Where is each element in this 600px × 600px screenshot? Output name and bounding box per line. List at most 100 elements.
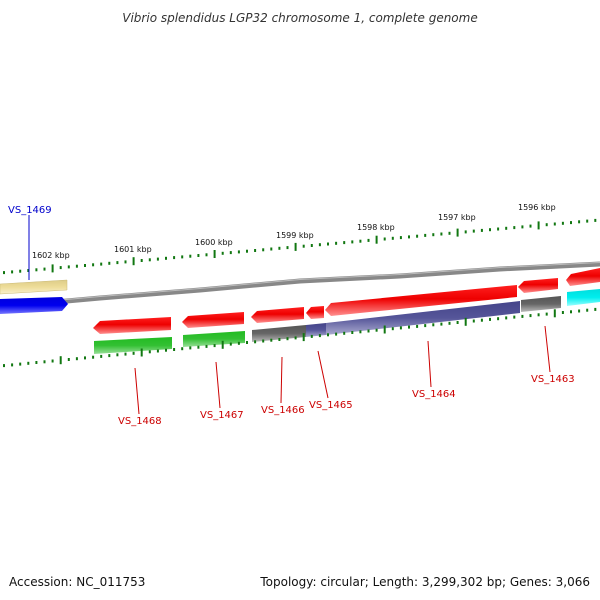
gene-label-vs-1463[interactable]: VS_1463 <box>531 374 575 385</box>
inner-ruler-minor-tick <box>92 355 95 359</box>
inner-ruler-major-tick <box>383 325 386 334</box>
accession-text: Accession: NC_011753 <box>9 575 146 589</box>
inner-ruler-minor-tick <box>318 334 321 338</box>
inner-ruler-major-tick <box>221 340 224 349</box>
gene-label-vs-1469[interactable]: VS_1469 <box>8 205 52 216</box>
inner-ruler-minor-tick <box>156 349 159 353</box>
feature-vs-1467 <box>183 331 245 347</box>
outer-ruler-minor-tick <box>19 269 22 273</box>
ruler-label-1598: 1598 kbp <box>357 223 395 232</box>
inner-ruler-major-tick <box>553 309 556 318</box>
inner-ruler-minor-tick <box>561 311 564 314</box>
outer-ruler-minor-tick <box>278 246 281 250</box>
gene-vs-1469-cds[interactable] <box>0 297 68 314</box>
outer-ruler-minor-tick <box>424 233 427 237</box>
inner-ruler-minor-tick <box>343 331 346 335</box>
outer-ruler-minor-tick <box>521 225 524 229</box>
inner-ruler-minor-tick <box>570 310 572 314</box>
outer-ruler-minor-tick <box>140 259 143 262</box>
gene-vs-1468[interactable] <box>93 317 171 334</box>
inner-ruler-minor-tick <box>84 356 86 360</box>
gene-vs-1464[interactable] <box>325 285 517 316</box>
inner-ruler-minor-tick <box>229 342 232 346</box>
inner-ruler-minor-tick <box>173 348 176 351</box>
outer-ruler-minor-tick <box>472 229 475 233</box>
outer-ruler-minor-tick <box>335 241 338 245</box>
gene-vs-1462[interactable] <box>566 268 600 286</box>
inner-ruler-minor-tick <box>205 344 208 348</box>
outer-ruler-minor-tick <box>148 258 151 262</box>
outer-ruler-minor-tick <box>416 234 419 238</box>
ruler-label-1596: 1596 kbp <box>518 203 556 212</box>
inner-ruler-minor-tick <box>586 308 589 312</box>
gene-label-vs-1464[interactable]: VS_1464 <box>412 389 456 400</box>
inner-ruler-minor-tick <box>3 364 5 368</box>
inner-ruler-minor-tick <box>181 347 184 351</box>
backbone-track <box>0 261 600 310</box>
map-title: Vibrio splendidus LGP32 chromosome 1, co… <box>122 11 478 25</box>
inner-ruler-minor-tick <box>472 319 475 323</box>
outer-ruler-minor-tick <box>286 246 289 250</box>
outer-ruler-minor-tick <box>156 257 159 261</box>
gene-label-vs-1466[interactable]: VS_1466 <box>261 405 305 416</box>
outer-ruler-minor-tick <box>181 255 184 259</box>
outer-ruler-minor-tick <box>116 261 119 265</box>
inner-ruler-minor-tick <box>529 314 532 318</box>
inner-ruler-minor-tick <box>262 339 265 343</box>
outer-ruler-minor-tick <box>343 241 346 245</box>
gene-label-vs-1468[interactable]: VS_1468 <box>118 416 162 427</box>
outer-ruler-minor-tick <box>92 263 95 267</box>
gene-labels: VS_1469 VS_1468 VS_1467 VS_1466 VS_1465 … <box>8 205 575 427</box>
inner-ruler-minor-tick <box>237 341 240 345</box>
inner-ruler-major-tick <box>464 317 467 326</box>
outer-ruler-minor-tick <box>75 264 78 268</box>
inner-ruler-minor-tick <box>148 350 151 354</box>
inner-ruler-minor-tick <box>246 341 248 344</box>
gene-vs-1467[interactable] <box>182 312 244 328</box>
inner-ruler-minor-tick <box>327 333 329 337</box>
outer-ruler-minor-tick <box>165 256 167 260</box>
inner-ruler-minor-tick <box>43 360 46 364</box>
outer-ruler-minor-tick <box>59 266 62 270</box>
outer-ruler <box>3 218 597 275</box>
inner-ruler-minor-tick <box>424 324 427 328</box>
inner-ruler-minor-tick <box>124 352 127 356</box>
inner-ruler-minor-tick <box>189 346 192 350</box>
outer-ruler-minor-tick <box>489 228 491 232</box>
outer-ruler-minor-tick <box>594 218 597 222</box>
outer-ruler-minor-tick <box>408 235 410 239</box>
inner-ruler-minor-tick <box>197 345 200 349</box>
inner-ruler-minor-tick <box>19 362 22 366</box>
inner-ruler-minor-tick <box>497 317 500 321</box>
outer-ruler-minor-tick <box>124 260 127 264</box>
ruler-labels: 1602 kbp 1601 kbp 1600 kbp 1599 kbp 1598… <box>32 203 556 260</box>
gene-vs-1463[interactable] <box>518 278 558 293</box>
gene-label-vs-1465[interactable]: VS_1465 <box>309 400 353 411</box>
outer-ruler-minor-tick <box>262 248 265 252</box>
inner-ruler-minor-tick <box>489 317 491 321</box>
label-leaders <box>28 215 551 415</box>
outer-ruler-minor-tick <box>67 265 70 269</box>
ruler-label-1601: 1601 kbp <box>114 245 152 254</box>
ruler-label-1602: 1602 kbp <box>32 251 70 260</box>
outer-ruler-major-tick <box>213 250 216 258</box>
outer-ruler-minor-tick <box>327 242 329 246</box>
inner-ruler-major-tick <box>140 348 143 357</box>
outer-ruler-minor-tick <box>497 227 500 231</box>
gene-label-vs-1467[interactable]: VS_1467 <box>200 410 244 421</box>
outer-ruler-major-tick <box>375 235 378 244</box>
outer-ruler-minor-tick <box>205 253 208 257</box>
gene-vs-1469[interactable] <box>0 279 68 295</box>
inner-ruler-minor-tick <box>456 321 459 324</box>
outer-ruler-minor-tick <box>11 270 14 274</box>
inner-ruler-minor-tick <box>594 307 597 311</box>
outer-ruler-major-tick <box>51 264 54 273</box>
gene-vs-1466[interactable] <box>251 307 304 323</box>
outer-ruler-minor-tick <box>84 264 86 267</box>
outer-ruler-minor-tick <box>383 237 386 241</box>
inner-ruler-minor-tick <box>27 361 30 365</box>
gene-vs-1465[interactable] <box>306 306 324 319</box>
outer-ruler-minor-tick <box>35 268 38 272</box>
inner-ruler-minor-tick <box>545 312 548 316</box>
